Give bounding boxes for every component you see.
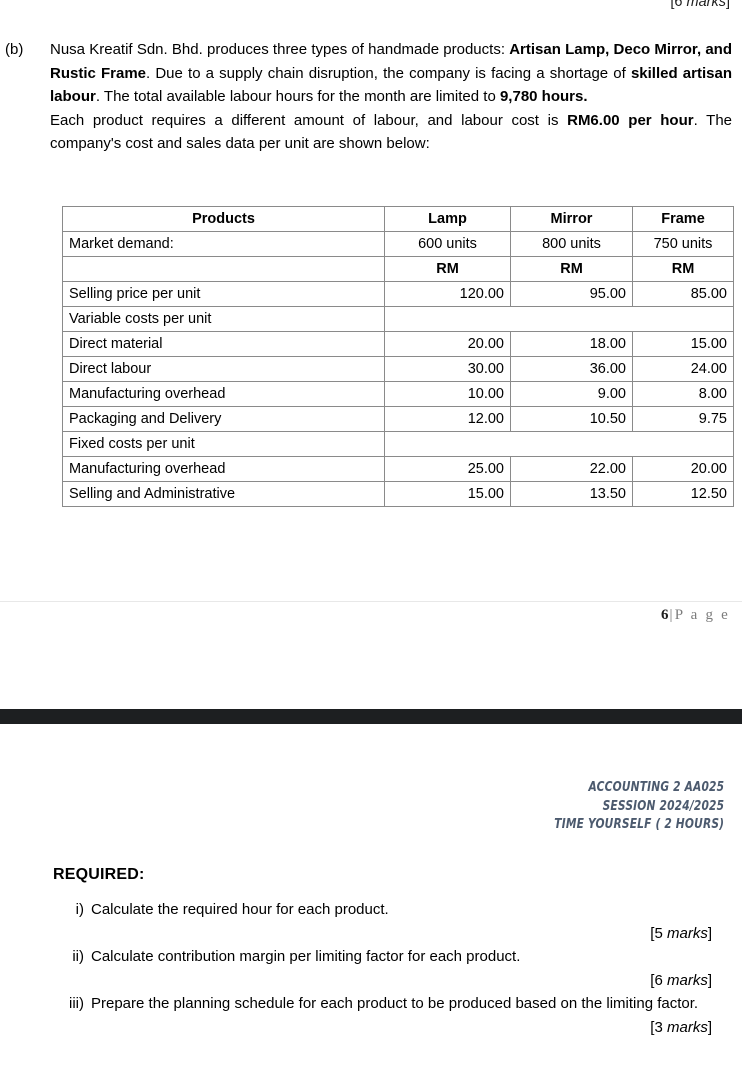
required-heading: REQUIRED: [53, 866, 145, 883]
row-label: Manufacturing overhead [62, 456, 385, 482]
item-marks: [3 marks] [650, 1018, 712, 1036]
item-number: iii) [69, 995, 84, 1012]
row-label: Packaging and Delivery [62, 406, 385, 432]
row-value-mirror: 95.00 [510, 281, 633, 307]
row-value-mirror: 800 units [510, 231, 633, 257]
row-label: Market demand: [62, 231, 385, 257]
row-value-frame: 24.00 [632, 356, 734, 382]
marks-emphasis: marks [666, 924, 708, 942]
table-row: Market demand: 600 units 800 units 750 u… [62, 231, 734, 257]
row-value-frame: 750 units [632, 231, 734, 257]
page-word: P a g e [674, 607, 730, 623]
row-label: Selling price per unit [62, 281, 385, 307]
row-label: Variable costs per unit [62, 306, 385, 332]
question-row: (b) Nusa Kreatif Sdn. Bhd. produces thre… [0, 38, 742, 156]
question-b-block: (b) Nusa Kreatif Sdn. Bhd. produces thre… [0, 38, 742, 156]
row-value-lamp: 25.00 [384, 456, 511, 482]
question-paragraph-2: Each product requires a different amount… [50, 111, 733, 153]
row-value-frame: 15.00 [632, 331, 734, 357]
marks-emphasis: marks [666, 971, 708, 989]
table-row: Packaging and Delivery 12.00 10.50 9.75 [62, 406, 734, 432]
table-row: RM RM RM [62, 256, 734, 282]
row-label [62, 256, 385, 282]
row-value-mirror: 18.00 [510, 331, 633, 357]
table-row: Manufacturing overhead 10.00 9.00 8.00 [62, 381, 734, 407]
page-number-separator: | [669, 607, 675, 623]
row-value-merged [384, 431, 734, 457]
header-mirror: Mirror [510, 206, 633, 232]
table-row: Selling and Administrative 15.00 13.50 1… [62, 481, 734, 507]
row-value-lamp: 30.00 [384, 356, 511, 382]
page-number-value: 6 [661, 607, 670, 623]
row-value-lamp: 120.00 [384, 281, 511, 307]
table-section-row: Fixed costs per unit [62, 431, 734, 457]
row-value-lamp: 20.00 [384, 331, 511, 357]
row-value-mirror: 9.00 [510, 381, 633, 407]
marks-emphasis: marks [686, 0, 726, 10]
item-text: Calculate the required hour for each pro… [91, 901, 389, 918]
item-marks: [5 marks] [650, 924, 712, 942]
header-frame: Frame [632, 206, 734, 232]
row-value-lamp: 12.00 [384, 406, 511, 432]
table-row: Manufacturing overhead 25.00 22.00 20.00 [62, 456, 734, 482]
row-value-lamp: RM [384, 256, 511, 282]
item-text: Calculate contribution margin per limiti… [91, 948, 521, 965]
table-row: Direct material 20.00 18.00 15.00 [62, 331, 734, 357]
page-break-black-bar [0, 709, 742, 724]
item-marks: [6 marks] [650, 971, 712, 989]
row-value-frame: 85.00 [632, 281, 734, 307]
question-label: (b) [5, 41, 24, 58]
item-number: i) [75, 901, 84, 918]
header-products: Products [62, 206, 385, 232]
row-value-merged [384, 306, 734, 332]
list-item: i) Calculate the required hour for each … [53, 898, 723, 922]
question-paragraph-1: Nusa Kreatif Sdn. Bhd. produces three ty… [50, 41, 733, 105]
table-section-row: Variable costs per unit [62, 306, 734, 332]
row-value-frame: 12.50 [632, 481, 734, 507]
table-header-row: Products Lamp Mirror Frame [62, 206, 734, 232]
page-number-footer: 6|P a g e [661, 607, 730, 624]
row-value-frame: 20.00 [632, 456, 734, 482]
row-value-lamp: 10.00 [384, 381, 511, 407]
row-label: Direct labour [62, 356, 385, 382]
row-value-lamp: 600 units [384, 231, 511, 257]
handwritten-header-notes: ACCOUNTING 2 AA025 SESSION 2024/2025 TIM… [554, 779, 724, 835]
row-value-frame: 8.00 [632, 381, 734, 407]
question-body: Nusa Kreatif Sdn. Bhd. produces three ty… [50, 38, 742, 156]
row-value-mirror: 36.00 [510, 356, 633, 382]
table-row: Selling price per unit 120.00 95.00 85.0… [62, 281, 734, 307]
table-row: Direct labour 30.00 36.00 24.00 [62, 356, 734, 382]
exam-page-upper: [6 marks] (b) Nusa Kreatif Sdn. Bhd. pro… [0, 0, 742, 507]
row-value-mirror: 13.50 [510, 481, 633, 507]
row-value-lamp: 15.00 [384, 481, 511, 507]
required-items-list: i) Calculate the required hour for each … [53, 898, 723, 1039]
session-note: SESSION 2024/2025 [602, 798, 724, 814]
marks-emphasis: marks [666, 1018, 708, 1036]
row-value-frame: 9.75 [632, 406, 734, 432]
row-value-mirror: 22.00 [510, 456, 633, 482]
time-note: TIME YOURSELF ( 2 HOURS) [554, 817, 724, 832]
row-value-frame: RM [632, 256, 734, 282]
item-number: ii) [72, 948, 84, 965]
header-lamp: Lamp [384, 206, 511, 232]
row-label: Direct material [62, 331, 385, 357]
footer-divider [0, 601, 742, 602]
row-label: Selling and Administrative [62, 481, 385, 507]
item-text: Prepare the planning schedule for each p… [91, 995, 699, 1012]
cost-and-sales-data-table: Products Lamp Mirror Frame Market demand… [62, 206, 734, 507]
row-label: Fixed costs per unit [62, 431, 385, 457]
row-value-mirror: 10.50 [510, 406, 633, 432]
list-item: iii) Prepare the planning schedule for e… [53, 992, 723, 1016]
top-marks-annotation: [6 marks] [670, 0, 730, 10]
row-value-mirror: RM [510, 256, 633, 282]
list-item: ii) Calculate contribution margin per li… [53, 945, 723, 969]
row-label: Manufacturing overhead [62, 381, 385, 407]
course-code-note: ACCOUNTING 2 AA025 [588, 780, 724, 795]
